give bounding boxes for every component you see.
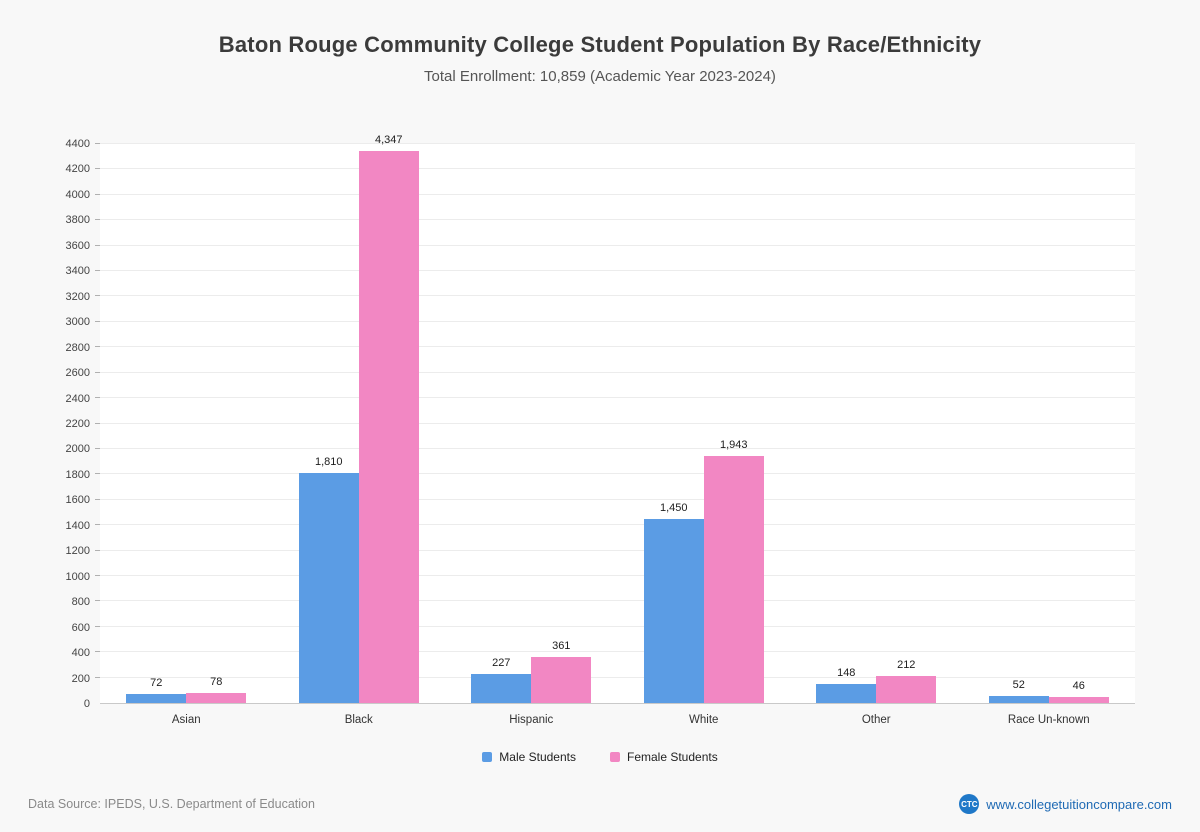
gridline [95,244,1135,246]
gridline [95,524,1135,526]
bar-value-label: 72 [150,676,163,689]
bar-value-label: 78 [210,676,223,689]
gridline [95,219,1135,221]
x-tick-label: White [689,714,719,726]
x-tick-label: Race Un-known [1007,714,1090,726]
x-tick-label: Other [861,714,891,726]
y-tick-label: 3000 [65,316,90,329]
y-tick-label: 1200 [65,545,90,558]
y-axis: 0 200 400 600 800 1000 1200 1400 1600 1800 2000 220… [60,138,100,710]
x-tick-label: Hispanic [509,714,554,726]
y-tick-label: 3800 [65,214,90,227]
y-tick-label: 4400 [65,138,90,150]
bar-male-asian: 72 [126,677,187,703]
chart-title: Baton Rouge Community College Student Po… [218,32,982,57]
legend-label-female: Female Students [627,750,718,764]
gridline [95,320,1135,322]
bar-group-asian: 72 78 [100,144,273,703]
gridline [95,295,1135,297]
gridline [95,346,1135,348]
bar-female-hispanic: 361 [531,640,592,703]
y-tick-label: 4200 [65,163,90,176]
gridline [95,397,1135,399]
bar-value-label: 148 [837,667,856,680]
gridline [95,651,1135,653]
bar-value-label: 227 [492,657,511,670]
bar-female-other: 212 [876,659,937,703]
data-source: Data Source: IPEDS, U.S. Department of E… [28,797,315,811]
y-tick-label: 1600 [65,494,90,507]
y-tick-label: 2600 [65,367,90,380]
y-tick-label: 3200 [65,290,90,303]
bar-group-other: 148 212 [790,144,963,703]
bar-male-black: 1,810 [298,456,359,703]
bar-male-other: 148 [816,667,877,703]
x-tick-label: Asian [171,714,201,726]
bar-female-asian: 78 [186,676,247,703]
bar-value-label: 1,450 [659,501,688,514]
gridline [95,498,1135,500]
y-tick-label: 600 [71,621,90,634]
bar-value-label: 52 [1012,679,1025,692]
bar-group-black: 1,810 4,347 [273,134,446,703]
gridline [95,168,1135,170]
bar-value-label: 4,347 [374,133,403,146]
bar-group-hispanic: 227 361 [445,144,618,703]
y-tick-label: 2000 [65,443,90,456]
website-link[interactable]: CTC www.collegetuitioncompare.com [959,794,1172,814]
bar-female-race-un-known: 46 [1048,680,1109,703]
plot-area: 72 78 1,810 4,347 227 361 1,450 1,943 148 212 52 46 [95,134,1136,704]
bar-male-white: 1,450 [643,502,704,703]
y-tick-label: 1000 [65,570,90,583]
chart-subtitle: Total Enrollment: 10,859 (Academic Year … [424,68,776,85]
bar-value-label: 361 [552,640,571,653]
bar-group-race-un-known: 52 46 [963,144,1136,703]
gridline [95,574,1135,576]
legend-item-female[interactable]: Female Students [610,750,718,764]
y-tick-label: 3400 [65,265,90,278]
gridline [95,600,1135,602]
y-tick-label: 0 [83,698,90,710]
bar-group-white: 1,450 1,943 [618,144,791,703]
gridline [95,625,1135,627]
x-axis: Asian Black Hispanic White Other Race Un-know… [100,704,1135,726]
y-tick-label: 200 [71,672,90,685]
gridline [95,371,1135,373]
gridline [95,447,1135,449]
bar-female-black: 4,347 [358,134,419,703]
y-tick-label: 3600 [65,239,90,252]
footer: Data Source: IPEDS, U.S. Department of E… [28,794,1172,814]
gridline [95,143,1135,144]
bar-male-race-un-known: 52 [988,679,1049,703]
y-tick-label: 2800 [65,341,90,354]
bar-value-label: 1,943 [719,439,748,452]
gridline [95,422,1135,424]
legend-label-male: Male Students [499,750,576,764]
y-tick-label: 1400 [65,519,90,532]
gridline [95,270,1135,272]
female-legend-marker-icon [610,752,620,762]
gridline [95,473,1135,475]
x-tick-label: Black [344,714,373,726]
gridline [95,193,1135,195]
y-tick-label: 800 [71,596,90,609]
y-tick-label: 2400 [65,392,90,405]
y-tick-label: 1800 [65,468,90,481]
y-tick-label: 4000 [65,188,90,201]
gridline [95,549,1135,551]
bar-value-label: 46 [1072,680,1085,693]
y-tick-label: 2200 [65,418,90,430]
bar-value-label: 212 [897,659,916,672]
legend: Male Students Female Students [0,750,1200,764]
website-url: www.collegetuitioncompare.com [986,796,1172,812]
y-tick-label: 400 [71,647,90,660]
legend-item-male[interactable]: Male Students [482,750,576,764]
bar-male-hispanic: 227 [471,657,532,703]
bar-female-white: 1,943 [703,439,764,703]
bar-value-label: 1,810 [314,456,343,469]
male-legend-marker-icon [482,752,493,762]
gridline [95,676,1135,678]
ctc-logo-icon: CTC [959,794,980,814]
bar-chart: 0 200 400 600 800 1000 1200 1400 1600 1800 2000 220… [60,134,1136,726]
